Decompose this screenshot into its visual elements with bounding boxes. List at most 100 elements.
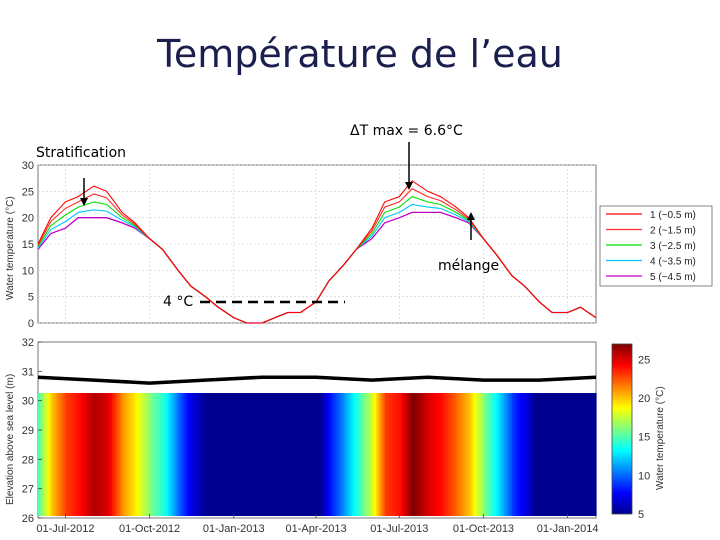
heatmap-cell <box>588 393 592 516</box>
heatmap-cell <box>554 393 558 516</box>
heatmap-cell <box>126 393 130 516</box>
colorbar-label: Water temperature (°C) <box>655 386 666 490</box>
heatmap-cell <box>310 393 315 516</box>
heatmap-cell <box>468 393 472 516</box>
heatmap-cell <box>387 393 391 516</box>
x-tick-label: 01-Apr-2013 <box>286 523 347 535</box>
heatmap-cell <box>374 393 377 516</box>
temperature-y-axis-label: Water temperature (°C) <box>5 196 16 300</box>
heatmap-cell <box>593 393 597 516</box>
legend-label-2: 2 (~1.5 m) <box>650 226 696 237</box>
heatmap-cell <box>376 393 379 516</box>
heatmap-cell <box>382 393 386 516</box>
heatmap-cell <box>144 393 148 516</box>
heatmap-cell <box>167 393 171 516</box>
delta-t-arrow-head <box>405 182 413 190</box>
heatmap-cell <box>403 393 407 516</box>
heatmap-cell <box>46 393 50 516</box>
heatmap-cell <box>114 393 118 516</box>
elevation-heatmap-panel: 26 27 28 29 30 31 32 Elevation above sea level… <box>5 337 599 535</box>
y-tick-label: 28 <box>22 454 34 466</box>
x-tick-label: 01-Jan-2014 <box>537 523 599 535</box>
heatmap-cell <box>504 393 508 516</box>
heatmap-cell <box>216 393 219 516</box>
heatmap-cell <box>130 393 134 516</box>
heatmap-cell <box>95 393 99 516</box>
heatmap-cell <box>419 393 424 516</box>
heatmap-cell <box>188 393 192 516</box>
y-tick-label: 29 <box>22 425 34 437</box>
heatmap-cell <box>445 393 449 516</box>
heatmap-cell <box>585 393 589 516</box>
colorbar: 5 10 15 20 25 Water temperature (°C) <box>611 343 666 521</box>
heatmap-cell <box>313 393 317 516</box>
heatmap-cell <box>440 393 444 516</box>
heatmap-cell <box>405 393 409 516</box>
heatmap-cell <box>529 393 533 516</box>
heatmap-cell <box>369 393 373 516</box>
y-tick-label: 25 <box>22 186 34 198</box>
heatmap-cell <box>128 393 132 516</box>
heatmap-cell <box>50 393 54 516</box>
heatmap-cell <box>186 393 190 516</box>
annotation-stratification: Stratification <box>36 145 126 161</box>
heatmap-cell <box>356 393 360 516</box>
heatmap-cell <box>251 393 255 516</box>
x-tick-label: 01-Jul-2013 <box>370 523 428 535</box>
heatmap-cell <box>235 393 239 516</box>
heatmap-cell <box>364 393 368 516</box>
heatmap-cell <box>366 393 370 516</box>
elevation-y-ticks: 26 27 28 29 30 31 32 <box>22 337 42 525</box>
heatmap-cell <box>324 393 328 516</box>
heatmap-cell <box>91 393 95 516</box>
heatmap-cell <box>590 393 595 516</box>
heatmap-cell <box>571 393 575 516</box>
heatmap-cell <box>122 393 125 516</box>
heatmap-cell <box>384 393 388 516</box>
heatmap-cell <box>536 393 540 516</box>
heatmap-cell <box>244 393 248 516</box>
heatmap-cell <box>485 393 489 516</box>
heatmap-cell <box>347 393 351 516</box>
x-tick-label: 01-Jan-2013 <box>203 523 265 535</box>
legend-box <box>599 205 713 287</box>
heatmap-cell <box>292 393 295 516</box>
heatmap-cell <box>207 393 211 516</box>
heatmap-cell <box>338 393 342 516</box>
heatmap-cell <box>460 393 464 516</box>
heatmap-cell <box>287 393 291 516</box>
heatmap-cell <box>134 393 138 516</box>
heatmap-cell <box>462 393 466 516</box>
x-tick-label: 01-Jul-2012 <box>36 523 94 535</box>
heatmap-cell <box>473 393 477 516</box>
heatmap-cell <box>438 393 442 516</box>
heatmap-cell <box>158 393 161 516</box>
heatmap-cell <box>156 393 159 516</box>
heatmap-cell <box>109 393 113 516</box>
heatmap-cell <box>425 393 429 516</box>
heatmap-cell <box>496 393 500 516</box>
heatmap-cell <box>100 393 103 516</box>
heatmap-cell <box>58 393 62 516</box>
heatmap-cell <box>557 393 561 516</box>
heatmap-cell <box>102 393 106 516</box>
heatmap-cell <box>48 393 52 516</box>
heatmap-cell <box>516 393 519 516</box>
heatmap-cell <box>211 393 215 516</box>
heatmap-cell <box>518 393 521 516</box>
heatmap-cell <box>541 393 545 516</box>
heatmap-cell <box>200 393 204 516</box>
heatmap-cell <box>184 393 188 516</box>
heatmap-cell <box>464 393 468 516</box>
y-tick-label: 27 <box>22 484 34 496</box>
heatmap-cell <box>545 393 549 516</box>
heatmap-cell <box>65 393 69 516</box>
heatmap-cell <box>378 393 382 516</box>
heatmap-cell <box>111 393 115 516</box>
legend-label-3: 3 (~2.5 m) <box>650 241 696 252</box>
heatmap-cell <box>256 393 261 516</box>
heatmap-cell <box>522 393 526 516</box>
heatmap-cell <box>137 393 141 516</box>
heatmap-cell <box>396 393 400 516</box>
